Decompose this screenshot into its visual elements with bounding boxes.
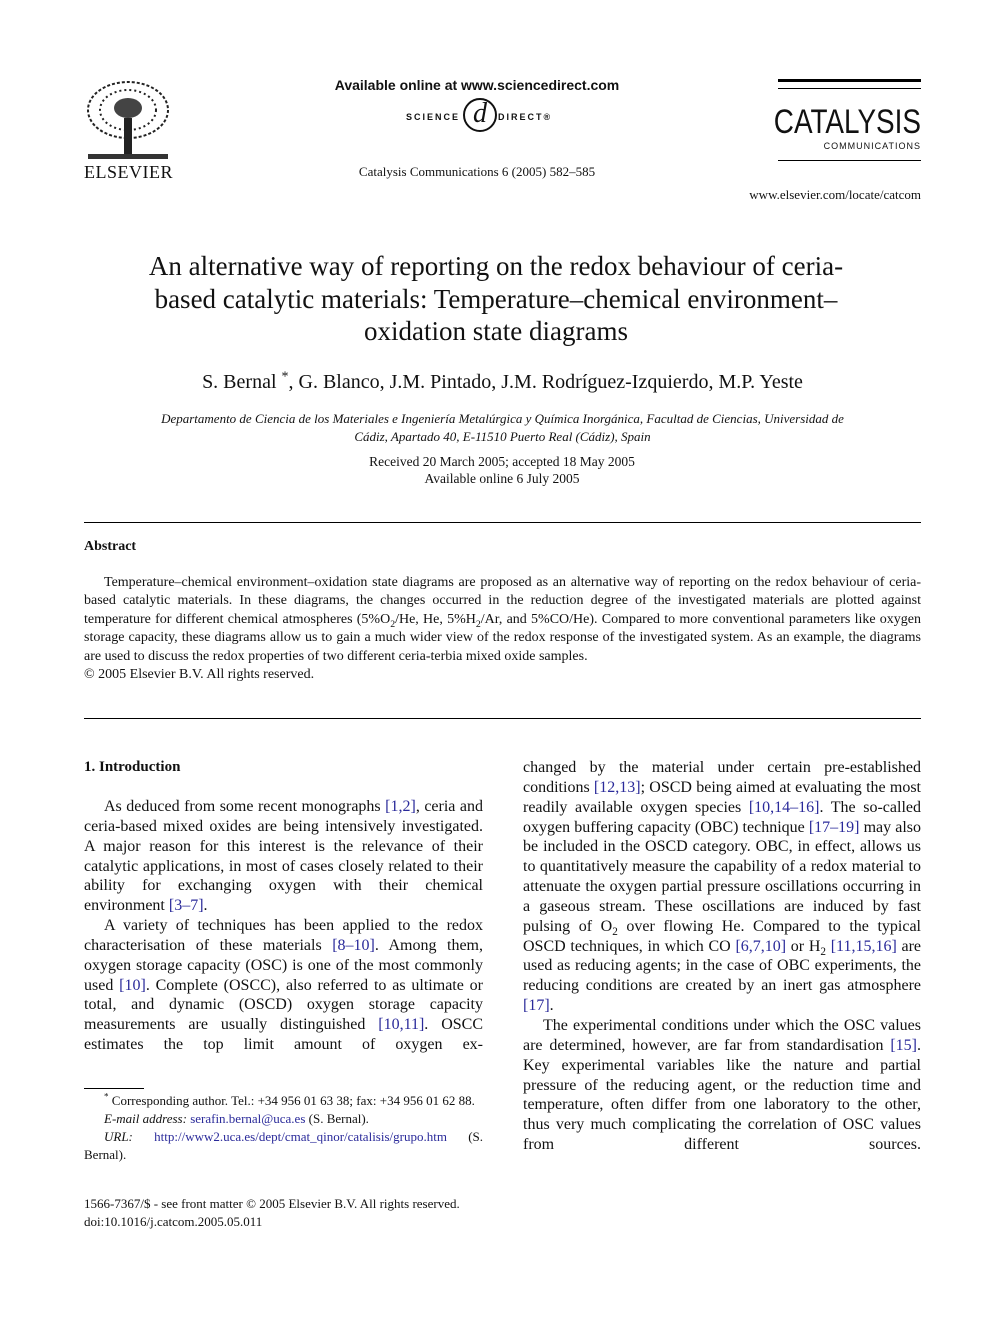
text-run: A variety of techniques has been applied… — [84, 917, 483, 954]
journal-sub: COMMUNICATIONS — [823, 141, 921, 151]
paragraph: A variety of techniques has been applied… — [84, 916, 483, 1055]
footnote: URL: http://www2.uca.es/dept/cmat_qinor/… — [84, 1128, 483, 1164]
journal-url: www.elsevier.com/locate/catcom — [749, 187, 921, 202]
sub-text: 2 — [390, 618, 396, 630]
reference[interactable]: [15] — [890, 1036, 917, 1054]
sub-text: 2 — [820, 945, 826, 958]
copyright: © 2005 Elsevier B.V. All rights reserved… — [84, 667, 315, 683]
text-run: . The so-called oxygen buffering capacit… — [523, 798, 921, 836]
sup-text: * — [104, 1091, 109, 1102]
reference[interactable]: [12,13] — [593, 778, 641, 796]
paragraph: As deduced from some recent monographs [… — [84, 797, 483, 916]
available-online: Available online at www.sciencedirect.co… — [334, 77, 620, 93]
reference[interactable]: serafin.bernal@uca.es — [190, 1111, 306, 1126]
title: An alternative way of reporting on the r… — [148, 251, 844, 346]
reference[interactable]: http://www2.uca.es/dept/cmat_qinor/catal… — [154, 1129, 447, 1144]
abstract-heading: Abstract — [84, 539, 137, 554]
reference[interactable]: [1,2] — [385, 798, 416, 815]
it-text: URL: — [104, 1129, 133, 1144]
issn: 1566-7367/$ - see front matter © 2005 El… — [84, 1196, 460, 1211]
text-run: . — [203, 897, 208, 915]
text-run: Temperature–chemical environment–oxidati… — [84, 575, 921, 627]
footnote: E-mail address: serafin.bernal@uca.es (S… — [84, 1110, 483, 1128]
sd-right: DIRECT® — [498, 112, 553, 122]
text-run: . — [549, 997, 554, 1015]
reference[interactable]: [8–10] — [332, 936, 375, 954]
date-online: Available online 6 July 2005 — [424, 471, 580, 486]
paragraph: changed by the material under certain pr… — [523, 758, 921, 1016]
abstract-text: Temperature–chemical environment–oxidati… — [84, 574, 921, 666]
dates: Received 20 March 2005; accepted 18 May … — [277, 453, 727, 487]
paragraph: The experimental conditions under which … — [523, 1016, 921, 1155]
reference[interactable]: [17] — [523, 997, 550, 1015]
text-run: changed by the material under certain pr… — [523, 759, 921, 796]
publisher-name: ELSEVIER — [84, 162, 173, 182]
text-run: Corresponding author. Tel.: +34 956 01 6… — [108, 1093, 475, 1108]
reference[interactable]: [3–7] — [168, 897, 204, 915]
reference[interactable]: [10,11] — [378, 1016, 425, 1034]
text-run: . Among them, oxygen storage capacity (O… — [84, 936, 484, 994]
affiliation: Departamento de Ciencia de los Materiale… — [161, 411, 844, 444]
abstract: Temperature–chemical environment–oxidati… — [84, 574, 921, 684]
text-run: (S. Bernal). — [84, 1129, 484, 1162]
reference[interactable]: [6,7,10] — [735, 937, 787, 955]
text-run: As deduced from some recent monographs — [104, 798, 386, 815]
journal-name: CATALYSIS — [773, 103, 921, 141]
reference[interactable]: [17–19] — [808, 818, 860, 836]
sd-left: SCIENCE — [405, 112, 460, 122]
reference[interactable]: [11,15,16] — [830, 937, 897, 955]
text-run: /He, He, 5%H — [395, 611, 476, 627]
it-text: E-mail address: — [104, 1111, 187, 1126]
doi: doi:10.1016/j.catcom.2005.05.011 — [84, 1214, 263, 1229]
sub-text: 2 — [612, 925, 618, 938]
text-run — [133, 1129, 154, 1144]
authors: S. Bernal *, G. Blanco, J.M. Pintado, J.… — [84, 369, 921, 394]
reference[interactable]: [10,14–16] — [748, 798, 820, 816]
text-run: may also be included in the OSCD categor… — [523, 818, 921, 935]
publisher-logo — [87, 81, 169, 159]
right-column: changed by the material under certain pr… — [523, 758, 921, 1155]
text-run: . Complete (OSCC), also referred to as u… — [84, 976, 483, 1034]
text-run: . OSCC estimates the top limit amount of… — [84, 1016, 483, 1054]
text-run: . Key experimental variables like the na… — [523, 1036, 921, 1154]
text-run: /Ar, and 5%CO/He). Compared to more conv… — [84, 611, 921, 664]
text-run: S. Bernal — [202, 371, 282, 393]
footnotes: * Corresponding author. Tel.: +34 956 01… — [84, 1092, 483, 1164]
footnote: * Corresponding author. Tel.: +34 956 01… — [84, 1092, 483, 1110]
footer: 1566-7367/$ - see front matter © 2005 El… — [84, 1195, 460, 1231]
citation: Catalysis Communications 6 (2005) 582–58… — [358, 164, 596, 179]
text-run: (S. Bernal). — [305, 1111, 369, 1126]
sd-symbol: d — [463, 98, 497, 132]
left-column: As deduced from some recent monographs [… — [84, 797, 483, 1055]
section-heading: 1. Introduction — [84, 759, 181, 775]
text-run: , G. Blanco, J.M. Pintado, J.M. Rodrígue… — [288, 371, 803, 393]
text-run: , ceria and ceria-based mixed oxides are… — [84, 798, 483, 915]
text-run: or H — [786, 937, 821, 955]
text-run: over flowing He. Compared to the typical… — [523, 917, 922, 955]
text-run: ; OSCD being aimed at evaluating the mos… — [523, 778, 921, 816]
text-run: are used as reducing agents; in the case… — [523, 937, 922, 995]
reference[interactable]: [10] — [119, 976, 146, 994]
text-run: The experimental conditions under which … — [523, 1016, 921, 1054]
date-received: Received 20 March 2005; accepted 18 May … — [369, 454, 635, 469]
sub-text: 2 — [475, 618, 481, 630]
sup-text: * — [281, 369, 289, 385]
